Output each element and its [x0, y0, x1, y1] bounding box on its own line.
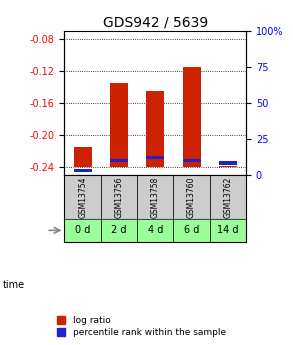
Text: GSM13758: GSM13758 — [151, 176, 160, 218]
Text: GSM13754: GSM13754 — [78, 176, 87, 218]
Bar — [219, 161, 237, 165]
Text: GSM13762: GSM13762 — [224, 176, 232, 218]
Text: GSM13756: GSM13756 — [115, 176, 123, 218]
Text: time: time — [3, 280, 25, 289]
Bar — [110, 83, 128, 167]
Text: 14 d: 14 d — [217, 225, 239, 235]
Bar — [137, 175, 173, 219]
Bar — [219, 166, 237, 167]
Legend: log ratio, percentile rank within the sample: log ratio, percentile rank within the sa… — [57, 316, 226, 337]
Bar — [173, 175, 210, 219]
Bar — [74, 147, 92, 167]
Bar — [110, 159, 128, 162]
Bar — [101, 175, 137, 219]
Title: GDS942 / 5639: GDS942 / 5639 — [103, 16, 208, 30]
Bar — [101, 219, 137, 242]
Text: 0 d: 0 d — [75, 225, 90, 235]
Bar — [146, 156, 164, 159]
Text: GSM13760: GSM13760 — [187, 176, 196, 218]
Bar — [210, 219, 246, 242]
Bar — [137, 219, 173, 242]
Text: 4 d: 4 d — [148, 225, 163, 235]
Bar — [210, 175, 246, 219]
Bar — [74, 169, 92, 172]
Bar — [64, 175, 101, 219]
Bar — [146, 91, 164, 167]
Bar — [183, 159, 201, 162]
Bar — [64, 219, 101, 242]
Text: 6 d: 6 d — [184, 225, 199, 235]
Text: 2 d: 2 d — [111, 225, 127, 235]
Bar — [183, 67, 201, 167]
Bar — [173, 219, 210, 242]
